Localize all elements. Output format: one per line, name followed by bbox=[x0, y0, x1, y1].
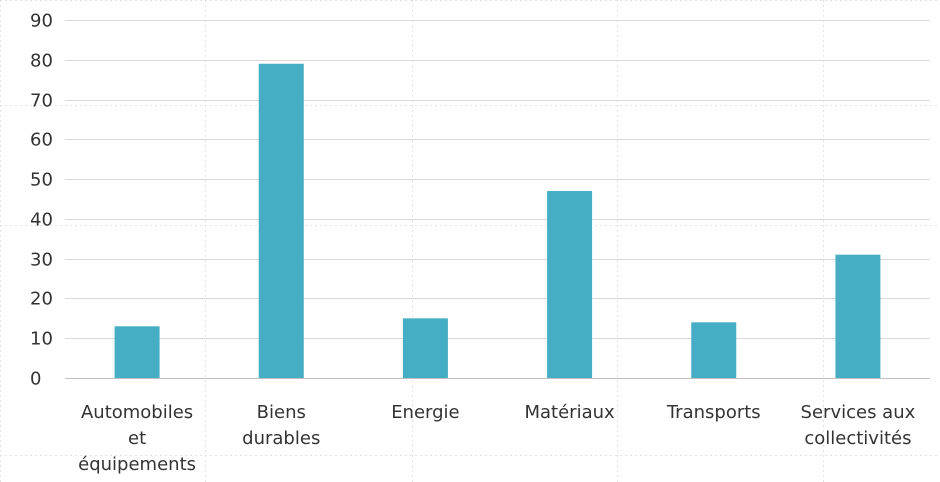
grid-lines bbox=[65, 20, 930, 339]
bar bbox=[114, 326, 160, 378]
x-category-label: Automobiles et équipements bbox=[78, 402, 196, 475]
y-tick-label: 50 bbox=[30, 170, 53, 191]
y-tick-label: 90 bbox=[30, 11, 53, 32]
y-tick-label: 30 bbox=[30, 250, 53, 271]
x-category-label: Energie bbox=[391, 402, 459, 423]
y-tick-label: 70 bbox=[30, 91, 53, 112]
bar bbox=[402, 318, 448, 378]
x-category-label: Transports bbox=[666, 402, 761, 423]
y-tick-label: 20 bbox=[30, 289, 53, 310]
y-tick-label: 0 bbox=[30, 369, 41, 390]
y-tick-label: 60 bbox=[30, 130, 53, 151]
y-tick-label: 10 bbox=[30, 329, 53, 350]
bar bbox=[547, 191, 593, 378]
bar bbox=[258, 63, 304, 378]
x-category-label: Services aux collectivités bbox=[801, 402, 916, 449]
bar bbox=[835, 254, 881, 378]
bar bbox=[691, 322, 737, 378]
x-category-label: Biens durables bbox=[242, 402, 320, 449]
x-axis-labels: Automobiles et équipements Biens durables Ene… bbox=[78, 402, 915, 475]
y-tick-label: 40 bbox=[30, 210, 53, 231]
bars bbox=[114, 63, 881, 378]
y-tick-label: 80 bbox=[30, 51, 53, 72]
x-category-label: Matériaux bbox=[524, 402, 615, 423]
y-axis-ticks: 0 10 20 30 40 50 60 70 80 90 bbox=[30, 11, 53, 390]
